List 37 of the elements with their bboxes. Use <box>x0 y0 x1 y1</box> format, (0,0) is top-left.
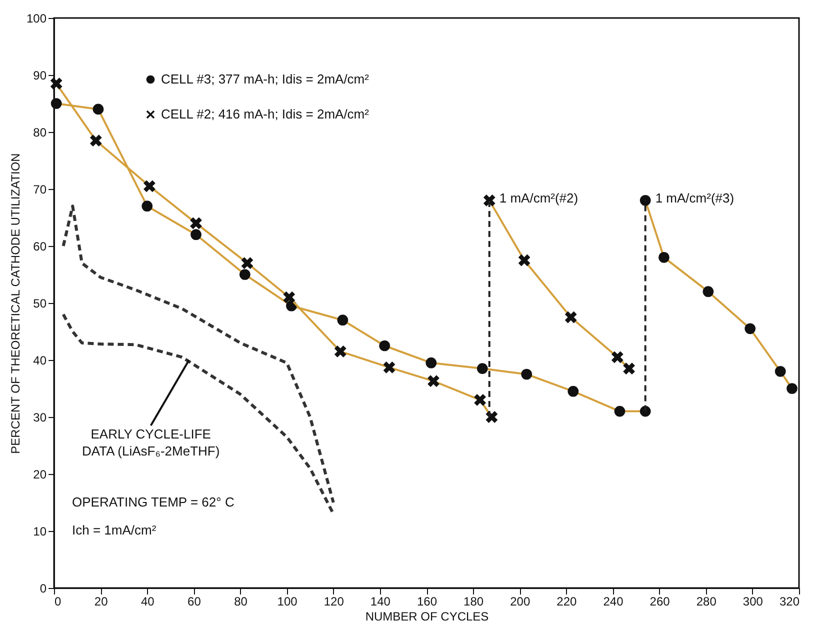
y-tick-label: 70 <box>33 182 47 196</box>
y-tick-label: 100 <box>26 12 47 26</box>
y-tick-label: 50 <box>33 296 47 310</box>
x-tick-label: 320 <box>779 594 800 608</box>
y-tick-label: 60 <box>33 240 47 254</box>
legend-label: CELL #3; 377 mA-h; Idis = 2mA/cm² <box>161 72 370 86</box>
x-tick-label: 140 <box>370 594 391 608</box>
x-tick-label: 100 <box>277 594 298 608</box>
x-tick-label: 80 <box>234 594 248 608</box>
annotation: 1 mA/cm²(#3) <box>655 190 734 206</box>
x-tick-label: 180 <box>464 594 484 608</box>
y-tick-label: 30 <box>33 410 47 424</box>
annotation: OPERATING TEMP = 62° C <box>72 494 234 510</box>
y-tick-label: 20 <box>33 468 47 482</box>
x-tick-label: 0 <box>54 594 62 608</box>
x-tick-label: 220 <box>556 594 578 608</box>
annotation: Ich = 1mA/cm² <box>72 522 157 538</box>
x-tick-label: 200 <box>510 594 530 608</box>
y-tick-label: 10 <box>33 524 47 538</box>
x-tick-label: 300 <box>742 594 764 608</box>
y-axis-title: PERCENT OF THEORETICAL CATHODE UTILIZATION <box>8 153 22 454</box>
x-tick-label: 260 <box>650 594 670 608</box>
x-axis-title: NUMBER OF CYCLES <box>365 610 489 624</box>
x-tick-label: 20 <box>94 594 108 608</box>
x-tick-label: 280 <box>696 594 717 608</box>
x-tick-label: 120 <box>324 594 344 608</box>
y-tick-label: 40 <box>33 354 47 368</box>
y-tick-label: 90 <box>33 68 47 82</box>
x-tick-label: 240 <box>603 594 624 608</box>
x-tick-label: 40 <box>140 594 155 608</box>
x-tick-label: 60 <box>188 594 202 608</box>
legend-label: CELL #2; 416 mA-h; Idis = 2mA/cm² <box>161 106 370 122</box>
x-tick-label: 160 <box>416 594 438 608</box>
annotation: EARLY CYCLE-LIFE DATA (LiAsF₆-2MeTHF) <box>82 426 220 458</box>
y-tick-label: 0 <box>40 582 47 596</box>
y-tick-label: 80 <box>33 126 47 140</box>
annotation: 1 mA/cm²(#2) <box>499 190 578 206</box>
